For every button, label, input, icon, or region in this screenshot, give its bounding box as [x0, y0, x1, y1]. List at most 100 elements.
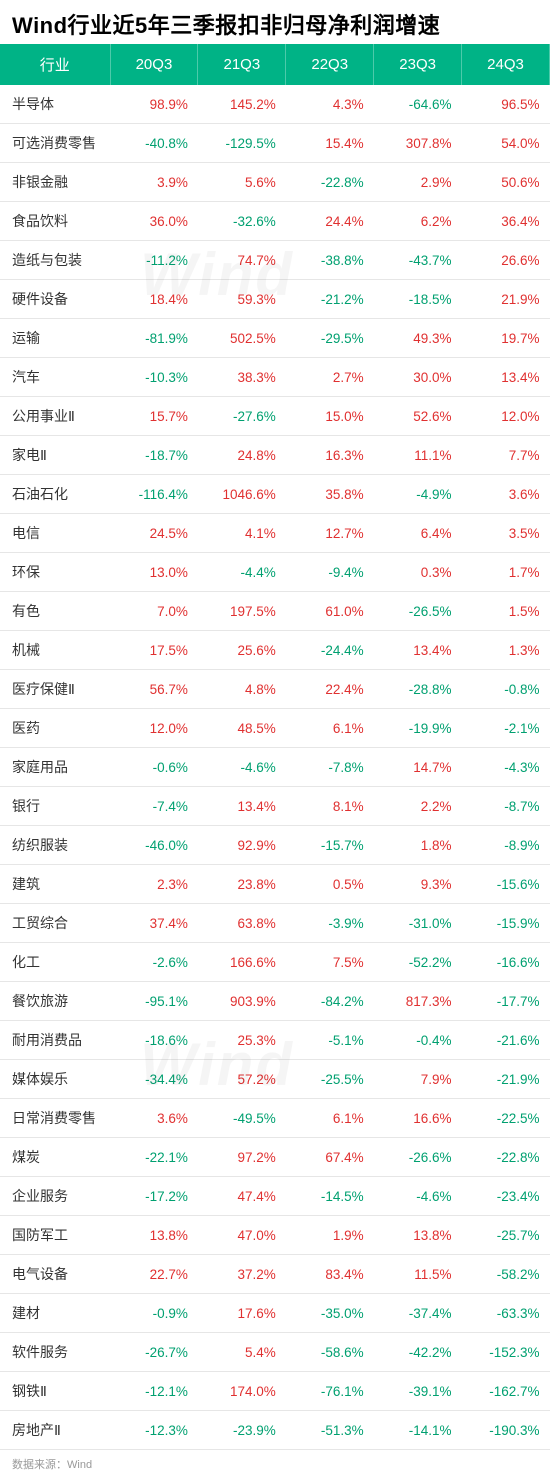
cell-value: 12.0% [110, 709, 198, 748]
cell-value: 0.3% [374, 553, 462, 592]
cell-value: 13.8% [110, 1216, 198, 1255]
table-row: 造纸与包装-11.2%74.7%-38.8%-43.7%26.6% [0, 241, 550, 280]
cell-value: -14.1% [374, 1411, 462, 1450]
row-industry-name: 钢铁Ⅱ [0, 1372, 110, 1411]
cell-value: 24.4% [286, 202, 374, 241]
table-row: 建筑2.3%23.8%0.5%9.3%-15.6% [0, 865, 550, 904]
cell-value: -27.6% [198, 397, 286, 436]
cell-value: 3.5% [462, 514, 550, 553]
row-industry-name: 日常消费零售 [0, 1099, 110, 1138]
cell-value: 1.5% [462, 592, 550, 631]
cell-value: 11.1% [374, 436, 462, 475]
table-row: 医疗保健Ⅱ56.7%4.8%22.4%-28.8%-0.8% [0, 670, 550, 709]
cell-value: 307.8% [374, 124, 462, 163]
cell-value: -0.8% [462, 670, 550, 709]
cell-value: -2.1% [462, 709, 550, 748]
cell-value: -40.8% [110, 124, 198, 163]
cell-value: -8.7% [462, 787, 550, 826]
cell-value: -0.9% [110, 1294, 198, 1333]
row-industry-name: 石油石化 [0, 475, 110, 514]
table-row: 日常消费零售3.6%-49.5%6.1%16.6%-22.5% [0, 1099, 550, 1138]
row-industry-name: 耐用消费品 [0, 1021, 110, 1060]
cell-value: 13.8% [374, 1216, 462, 1255]
cell-value: 15.7% [110, 397, 198, 436]
cell-value: 14.7% [374, 748, 462, 787]
cell-value: -129.5% [198, 124, 286, 163]
cell-value: -8.9% [462, 826, 550, 865]
col-header-21q3: 21Q3 [198, 44, 286, 85]
table-row: 化工-2.6%166.6%7.5%-52.2%-16.6% [0, 943, 550, 982]
table-row: 媒体娱乐-34.4%57.2%-25.5%7.9%-21.9% [0, 1060, 550, 1099]
table-row: 半导体98.9%145.2%4.3%-64.6%96.5% [0, 85, 550, 124]
cell-value: -31.0% [374, 904, 462, 943]
row-industry-name: 半导体 [0, 85, 110, 124]
cell-value: 7.0% [110, 592, 198, 631]
cell-value: -116.4% [110, 475, 198, 514]
row-industry-name: 食品饮料 [0, 202, 110, 241]
cell-value: -15.6% [462, 865, 550, 904]
cell-value: 37.2% [198, 1255, 286, 1294]
cell-value: 50.6% [462, 163, 550, 202]
cell-value: -152.3% [462, 1333, 550, 1372]
cell-value: 25.6% [198, 631, 286, 670]
cell-value: 5.6% [198, 163, 286, 202]
cell-value: -9.4% [286, 553, 374, 592]
cell-value: 12.0% [462, 397, 550, 436]
cell-value: -25.5% [286, 1060, 374, 1099]
cell-value: 17.5% [110, 631, 198, 670]
cell-value: 57.2% [198, 1060, 286, 1099]
cell-value: -95.1% [110, 982, 198, 1021]
cell-value: 7.5% [286, 943, 374, 982]
table-row: 房地产Ⅱ-12.3%-23.9%-51.3%-14.1%-190.3% [0, 1411, 550, 1450]
cell-value: -0.4% [374, 1021, 462, 1060]
table-row: 家电Ⅱ-18.7%24.8%16.3%11.1%7.7% [0, 436, 550, 475]
cell-value: -4.6% [198, 748, 286, 787]
cell-value: -18.7% [110, 436, 198, 475]
cell-value: -38.8% [286, 241, 374, 280]
cell-value: 97.2% [198, 1138, 286, 1177]
cell-value: -3.9% [286, 904, 374, 943]
row-industry-name: 建筑 [0, 865, 110, 904]
cell-value: 3.6% [110, 1099, 198, 1138]
cell-value: -26.6% [374, 1138, 462, 1177]
cell-value: -37.4% [374, 1294, 462, 1333]
cell-value: -18.5% [374, 280, 462, 319]
cell-value: -52.2% [374, 943, 462, 982]
row-industry-name: 有色 [0, 592, 110, 631]
cell-value: 24.8% [198, 436, 286, 475]
cell-value: 17.6% [198, 1294, 286, 1333]
row-industry-name: 化工 [0, 943, 110, 982]
table-row: 环保13.0%-4.4%-9.4%0.3%1.7% [0, 553, 550, 592]
cell-value: -7.4% [110, 787, 198, 826]
cell-value: -14.5% [286, 1177, 374, 1216]
cell-value: 7.9% [374, 1060, 462, 1099]
table-row: 食品饮料36.0%-32.6%24.4%6.2%36.4% [0, 202, 550, 241]
row-industry-name: 国防军工 [0, 1216, 110, 1255]
cell-value: 3.6% [462, 475, 550, 514]
cell-value: -29.5% [286, 319, 374, 358]
cell-value: 1.3% [462, 631, 550, 670]
cell-value: 1046.6% [198, 475, 286, 514]
table-row: 电气设备22.7%37.2%83.4%11.5%-58.2% [0, 1255, 550, 1294]
cell-value: 1.8% [374, 826, 462, 865]
cell-value: 63.8% [198, 904, 286, 943]
cell-value: 49.3% [374, 319, 462, 358]
row-industry-name: 医疗保健Ⅱ [0, 670, 110, 709]
cell-value: -23.4% [462, 1177, 550, 1216]
cell-value: 37.4% [110, 904, 198, 943]
cell-value: 47.4% [198, 1177, 286, 1216]
cell-value: -22.1% [110, 1138, 198, 1177]
row-industry-name: 环保 [0, 553, 110, 592]
row-industry-name: 医药 [0, 709, 110, 748]
row-industry-name: 公用事业Ⅱ [0, 397, 110, 436]
row-industry-name: 家庭用品 [0, 748, 110, 787]
table-row: 硬件设备18.4%59.3%-21.2%-18.5%21.9% [0, 280, 550, 319]
table-row: 企业服务-17.2%47.4%-14.5%-4.6%-23.4% [0, 1177, 550, 1216]
cell-value: 59.3% [198, 280, 286, 319]
col-header-20q3: 20Q3 [110, 44, 198, 85]
cell-value: -58.2% [462, 1255, 550, 1294]
cell-value: -0.6% [110, 748, 198, 787]
cell-value: -63.3% [462, 1294, 550, 1333]
table-row: 煤炭-22.1%97.2%67.4%-26.6%-22.8% [0, 1138, 550, 1177]
cell-value: 16.3% [286, 436, 374, 475]
